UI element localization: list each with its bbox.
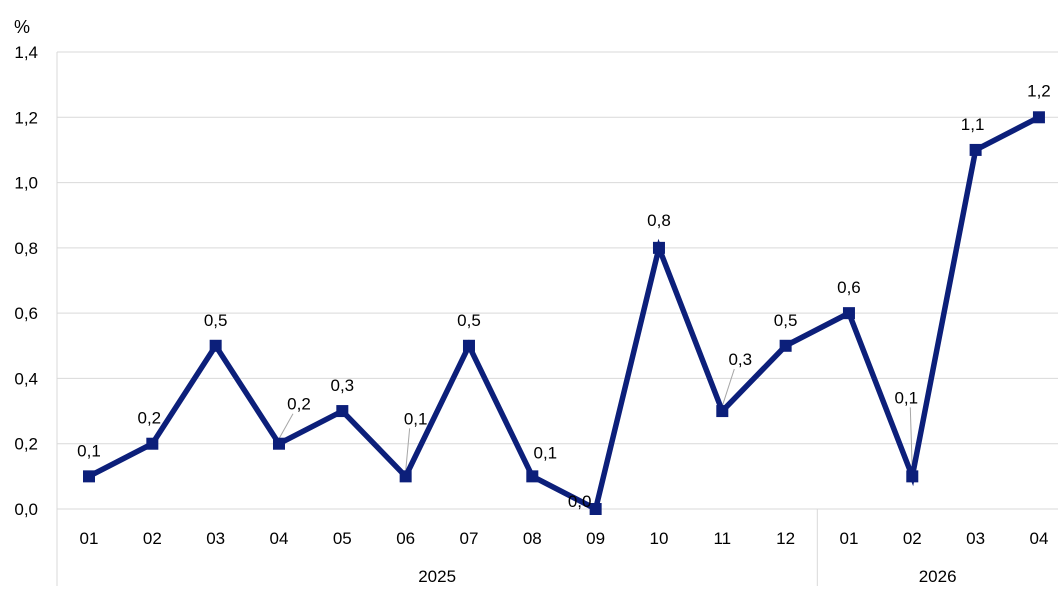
leader-line <box>405 428 411 472</box>
leader-line <box>278 413 294 439</box>
series-polyline <box>87 114 1041 514</box>
data-point-marker <box>652 241 665 254</box>
y-tick-label: 0,0 <box>14 500 38 519</box>
data-label: 0,6 <box>837 278 861 297</box>
data-label: 0,5 <box>457 311 481 330</box>
series-line <box>87 114 1041 514</box>
y-axis-unit-label: % <box>14 17 30 37</box>
data-point-marker <box>399 470 412 483</box>
data-label: 0,1 <box>533 443 557 462</box>
data-label: 0,8 <box>647 211 671 230</box>
x-tick-label: 11 <box>713 529 731 548</box>
data-label: 1,2 <box>1027 81 1051 100</box>
y-tick-label: 0,2 <box>14 435 38 454</box>
data-point-marker <box>336 405 349 418</box>
x-tick-label: 02 <box>143 529 162 548</box>
x-axis: 01 02 03 04 05 06 07 08 09 10 11 12 01 02 03 04 2025 2026 <box>56 52 1048 586</box>
data-point-marker <box>969 143 982 156</box>
x-tick-label: 02 <box>903 529 922 548</box>
x-tick-label: 09 <box>586 529 605 548</box>
data-point-markers <box>83 111 1045 515</box>
x-tick-label: 06 <box>396 529 415 548</box>
x-tick-label: 05 <box>333 529 352 548</box>
data-point-marker <box>146 437 159 450</box>
x-tick-label: 04 <box>270 529 289 548</box>
x-tick-label: 01 <box>80 529 99 548</box>
data-label: 0,5 <box>774 311 798 330</box>
x-tick-label: 08 <box>523 529 542 548</box>
data-label-leader-lines <box>278 368 913 472</box>
data-point-marker <box>716 405 729 418</box>
data-label: 0,3 <box>728 350 752 369</box>
y-tick-label: 1,0 <box>14 174 38 193</box>
x-tick-label: 07 <box>460 529 479 548</box>
x-tick-label: 10 <box>650 529 669 548</box>
x-tick-label: 12 <box>776 529 795 548</box>
data-label: 0,1 <box>77 441 101 460</box>
data-point-marker <box>906 470 919 483</box>
data-label: 0,2 <box>287 395 311 414</box>
y-tick-label: 1,4 <box>14 43 38 62</box>
data-label: 0,0 <box>568 492 592 511</box>
data-label: 0,5 <box>204 311 228 330</box>
y-tick-label: 0,6 <box>14 304 38 323</box>
data-point-marker <box>842 307 855 320</box>
data-point-marker <box>209 339 222 352</box>
data-point-marker <box>83 470 95 483</box>
y-tick-label: 0,4 <box>14 369 38 388</box>
data-label: 0,1 <box>404 409 428 428</box>
x-tick-label: 04 <box>1029 529 1048 548</box>
data-label: 0,1 <box>894 388 918 407</box>
data-label: 0,3 <box>330 376 354 395</box>
data-label: 1,1 <box>961 115 985 134</box>
data-point-marker <box>526 470 539 483</box>
data-point-marker <box>1032 111 1045 124</box>
data-labels: 0,1 0,2 0,5 0,2 0,3 0,1 0,5 0,1 0,0 0,8 0,3 0,5 0,6 0… <box>77 81 1051 511</box>
grid-lines <box>57 51 1058 510</box>
leader-line <box>721 368 735 407</box>
x-group-label: 2025 <box>418 567 456 586</box>
data-point-marker <box>272 437 285 450</box>
x-tick-label: 01 <box>839 529 858 548</box>
y-axis-tick-labels: 0,0 0,2 0,4 0,6 0,8 1,0 1,2 1,4 <box>14 43 38 519</box>
leader-line <box>909 407 913 472</box>
data-point-marker <box>462 339 475 352</box>
data-point-marker <box>589 503 602 515</box>
x-group-label: 2026 <box>919 567 957 586</box>
data-point-marker <box>779 339 792 352</box>
x-tick-label: 03 <box>206 529 225 548</box>
data-label: 0,2 <box>138 409 162 428</box>
y-tick-label: 1,2 <box>14 108 38 127</box>
x-tick-label: 03 <box>966 529 985 548</box>
y-tick-label: 0,8 <box>14 239 38 258</box>
